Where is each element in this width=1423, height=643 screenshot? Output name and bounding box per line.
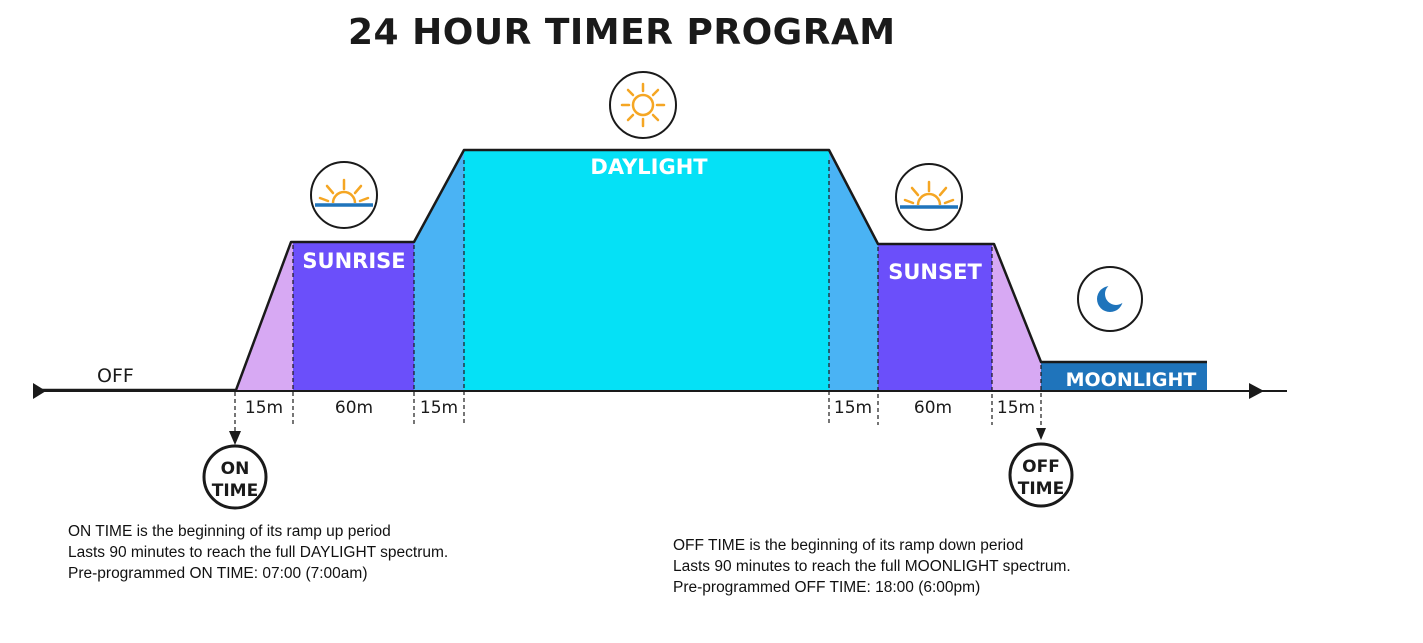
- off-note-line-1: OFF TIME is the beginning of its ramp do…: [673, 537, 1024, 554]
- on-time-line1: ON: [221, 459, 250, 479]
- daylight-region: [464, 150, 829, 390]
- on-note-line-2: Lasts 90 minutes to reach the full DAYLI…: [68, 544, 449, 561]
- axis-end-arrow: [1249, 383, 1264, 399]
- on-time-line2: TIME: [212, 481, 258, 501]
- duration-ramp-up-1: 15m: [245, 398, 283, 418]
- duration-sunrise: 60m: [335, 398, 373, 418]
- daylight-label: DAYLIGHT: [590, 155, 708, 179]
- sunrise-label: SUNRISE: [302, 249, 405, 273]
- duration-ramp-down-2: 15m: [997, 398, 1035, 418]
- off-time-line1: OFF: [1022, 457, 1060, 477]
- ramp-up-2-region: [414, 150, 464, 390]
- sunset-icon: [895, 163, 963, 231]
- off-time-note: OFF TIME is the beginning of its ramp do…: [673, 535, 1071, 598]
- sunset-label: SUNSET: [888, 260, 982, 284]
- sun-icon: [609, 71, 677, 139]
- sunset-region: [878, 244, 992, 390]
- ramp-down-1-region: [829, 150, 878, 390]
- on-time-marker: ON TIME: [202, 444, 268, 510]
- duration-ramp-up-2: 15m: [420, 398, 458, 418]
- profile-outline: [38, 148, 1207, 392]
- on-note-line-1: ON TIME is the beginning of its ramp up …: [68, 523, 391, 540]
- moonlight-region: [1041, 362, 1207, 390]
- moonlight-label: MOONLIGHT: [1066, 369, 1197, 391]
- off-label: OFF: [97, 365, 134, 387]
- on-time-note: ON TIME is the beginning of its ramp up …: [68, 521, 448, 584]
- off-note-line-2: Lasts 90 minutes to reach the full MOONL…: [673, 558, 1071, 575]
- off-note-line-3: Pre-programmed OFF TIME: 18:00 (6:00pm): [673, 579, 981, 596]
- on-time-arrow: [229, 431, 241, 445]
- off-time-marker: OFF TIME: [1008, 442, 1074, 508]
- sunrise-icon: [310, 161, 378, 229]
- phase-dividers: [234, 160, 1042, 435]
- sunrise-region: [293, 242, 414, 390]
- page-title: 24 HOUR TIMER PROGRAM: [348, 12, 896, 53]
- duration-ramp-down-1: 15m: [834, 398, 872, 418]
- axis-start-arrow: [33, 383, 46, 399]
- ramp-down-2-region: [992, 244, 1041, 390]
- duration-sunset: 60m: [914, 398, 952, 418]
- off-time-line2: TIME: [1018, 479, 1064, 499]
- off-time-arrow: [1036, 428, 1046, 440]
- on-note-line-3: Pre-programmed ON TIME: 07:00 (7:00am): [68, 565, 368, 582]
- moon-icon: [1077, 266, 1143, 332]
